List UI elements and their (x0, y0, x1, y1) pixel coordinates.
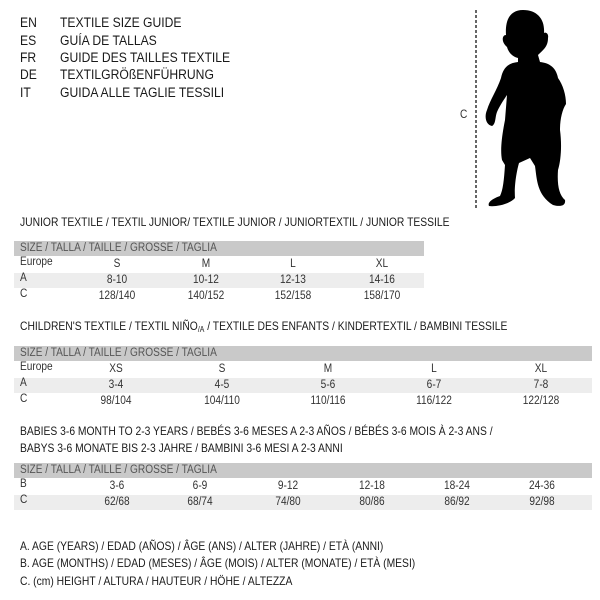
table-cell: S (113, 258, 121, 270)
table-cell: 8-10 (106, 274, 128, 286)
babies-title-line1: BABIES 3-6 MONTH TO 2-3 YEARS / BEBÉS 3-… (20, 424, 493, 438)
children-title-sub: /A (197, 325, 205, 334)
legend-b: B. AGE (MONTHS) / EDAD (MESES) / ÂGE (MO… (20, 556, 416, 570)
language-guide-title: GUÍA DE TALLAS (60, 33, 157, 48)
table-row: Europe XS S M L XL (14, 361, 592, 377)
table-cell: XL (375, 258, 389, 270)
table-header: SIZE / TALLA / TAILLE / GRÖSSE / TAGLIA (14, 346, 592, 361)
language-code: DE (20, 67, 37, 82)
table-cell: 104/110 (204, 395, 240, 407)
table-cell: 92/98 (529, 496, 555, 508)
table-cell: 18-24 (444, 480, 470, 492)
language-code: IT (20, 85, 31, 100)
children-title: CHILDREN'S TEXTILE / TEXTIL NIÑO/A / TEX… (20, 319, 507, 337)
table-cell: 6-9 (192, 480, 208, 492)
row-label: A (20, 272, 27, 284)
babies-title-line2: BABYS 3-6 MONATE BIS 2-3 JAHRE / BAMBINI… (20, 441, 343, 455)
children-title-rest: / TEXTILE DES ENFANTS / KINDERTEXTIL / B… (204, 319, 508, 333)
table-cell: 7-8 (533, 379, 549, 391)
table-cell: 10-12 (193, 274, 219, 286)
language-code: EN (20, 15, 37, 30)
table-cell: 62/68 (104, 496, 130, 508)
table-cell: 86/92 (444, 496, 470, 508)
table-cell: L (431, 363, 437, 375)
table-cell: S (218, 363, 226, 375)
table-cell: 5-6 (320, 379, 336, 391)
table-cell: 158/170 (363, 290, 401, 302)
table-header: SIZE / TALLA / TAILLE / GRÖSSE / TAGLIA (14, 463, 592, 478)
row-label: Europe (20, 256, 53, 268)
legend-a: A. AGE (YEARS) / EDAD (AÑOS) / ÂGE (ANS)… (20, 539, 384, 553)
row-label: A (20, 377, 27, 389)
table-cell: 12-18 (359, 480, 385, 492)
table-cell: 116/122 (416, 395, 452, 407)
table-cell: XL (534, 363, 548, 375)
table-cell: 68/74 (187, 496, 213, 508)
table-row: C 128/140 140/152 152/158 158/170 (14, 288, 424, 304)
table-cell: 4-5 (214, 379, 230, 391)
table-cell: 98/104 (100, 395, 132, 407)
table-cell: 140/152 (187, 290, 225, 302)
baby-silhouette-icon (485, 10, 566, 207)
table-header-label: SIZE / TALLA / TAILLE / GRÖSSE / TAGLIA (20, 242, 217, 254)
table-row: B 3-6 6-9 9-12 12-18 18-24 24-36 (14, 478, 592, 494)
table-cell: 74/80 (275, 496, 301, 508)
table-row: A 3-4 4-5 5-6 6-7 7-8 (14, 377, 592, 393)
table-row: C 98/104 104/110 110/116 116/122 122/128 (14, 393, 592, 409)
table-cell: 110/116 (310, 395, 346, 407)
table-cell: M (201, 258, 211, 270)
table-cell: 128/140 (98, 290, 136, 302)
table-cell: 9-12 (277, 480, 299, 492)
table-header-label: SIZE / TALLA / TAILLE / GRÖSSE / TAGLIA (20, 347, 217, 359)
junior-title: JUNIOR TEXTILE / TEXTIL JUNIOR/ TEXTILE … (20, 215, 450, 229)
table-cell: 12-13 (280, 274, 306, 286)
table-cell: M (323, 363, 333, 375)
baby-silhouette-figure (475, 10, 566, 208)
table-cell: 3-6 (109, 480, 125, 492)
table-cell: L (290, 258, 296, 270)
table-row: C 62/68 68/74 74/80 80/86 86/92 92/98 (14, 494, 592, 510)
language-guide-title: GUIDA ALLE TAGLIE TESSILI (60, 85, 225, 100)
table-cell: 14-16 (369, 274, 395, 286)
language-guide-title: GUIDE DES TAILLES TEXTILE (60, 50, 231, 65)
table-row: A 8-10 10-12 12-13 14-16 (14, 272, 424, 288)
row-label: C (20, 393, 28, 405)
row-label: B (20, 478, 27, 490)
language-guide-title: TEXTILE SIZE GUIDE (60, 15, 182, 30)
table-cell: 80/86 (359, 496, 385, 508)
legend-c: C. (cm) HEIGHT / ALTURA / HAUTEUR / HÖHE… (20, 574, 293, 588)
height-measure-label: C (460, 109, 468, 121)
language-code: FR (20, 50, 37, 65)
row-label: C (20, 494, 28, 506)
table-cell: 6-7 (426, 379, 442, 391)
table-cell: 152/158 (274, 290, 312, 302)
table-header-label: SIZE / TALLA / TAILLE / GRÖSSE / TAGLIA (20, 464, 217, 476)
table-cell: XS (109, 363, 123, 375)
table-header: SIZE / TALLA / TAILLE / GRÖSSE / TAGLIA (14, 241, 424, 256)
table-cell: 24-36 (529, 480, 555, 492)
row-label: Europe (20, 361, 53, 373)
table-cell: 3-4 (108, 379, 124, 391)
language-guide-title: TEXTILGRÖßENFÜHRUNG (60, 67, 214, 82)
table-row: Europe S M L XL (14, 256, 424, 272)
table-cell: 122/128 (522, 395, 560, 407)
children-title-main: CHILDREN'S TEXTILE / TEXTIL NIÑO (20, 319, 198, 333)
row-label: C (20, 288, 28, 300)
language-code: ES (20, 33, 37, 48)
